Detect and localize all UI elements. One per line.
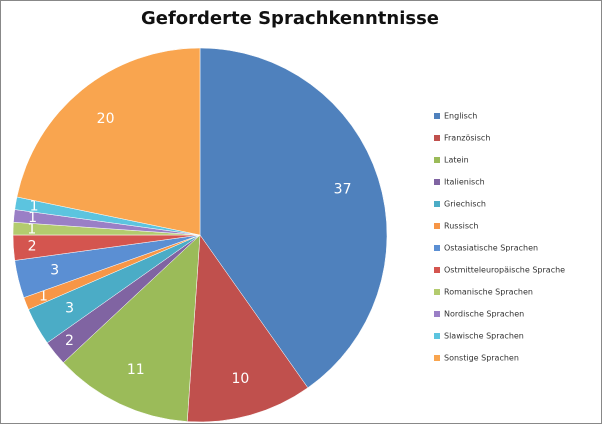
legend-swatch xyxy=(434,355,440,361)
pie-slice xyxy=(16,47,201,236)
data-label: 37 xyxy=(334,182,352,198)
chart-title: Geforderte Sprachkenntnisse xyxy=(141,8,439,29)
legend-label: Russisch xyxy=(444,222,478,231)
legend-label: Französisch xyxy=(444,134,490,143)
data-label: 1 xyxy=(39,289,48,305)
legend-label: Englisch xyxy=(444,112,477,121)
pie-slice xyxy=(186,234,309,423)
data-label: 20 xyxy=(97,111,115,127)
data-label: 1 xyxy=(27,221,36,237)
legend-swatch xyxy=(434,179,440,185)
legend-swatch xyxy=(434,135,440,141)
data-label: 3 xyxy=(65,300,74,316)
data-label: 1 xyxy=(30,198,39,214)
legend-label: Sonstige Sprachen xyxy=(444,354,519,363)
legend-swatch xyxy=(434,223,440,229)
pie-slice xyxy=(62,234,201,422)
legend-swatch xyxy=(434,289,440,295)
data-label: 3 xyxy=(50,262,59,278)
data-label: 11 xyxy=(127,362,145,378)
legend-label: Ostmitteleuropäische Sprache xyxy=(444,266,565,275)
data-label: 1 xyxy=(28,210,37,226)
legend-label: Ostasiatische Sprachen xyxy=(444,244,538,253)
data-label: 10 xyxy=(231,371,249,387)
legend-label: Griechisch xyxy=(444,200,486,209)
data-label: 2 xyxy=(28,238,37,254)
legend-label: Romanische Sprachen xyxy=(444,288,533,297)
legend-label: Italienisch xyxy=(444,178,485,187)
legend-swatch xyxy=(434,157,440,163)
legend-label: Latein xyxy=(444,156,469,165)
legend-swatch xyxy=(434,201,440,207)
legend-swatch xyxy=(434,245,440,251)
pie-slice xyxy=(199,47,388,389)
legend-swatch xyxy=(434,333,440,339)
legend-swatch xyxy=(434,267,440,273)
legend-swatch xyxy=(434,311,440,317)
legend-label: Slawische Sprachen xyxy=(444,332,524,341)
legend-label: Nordische Sprachen xyxy=(444,310,524,319)
data-label: 2 xyxy=(65,333,74,349)
legend-swatch xyxy=(434,113,440,119)
